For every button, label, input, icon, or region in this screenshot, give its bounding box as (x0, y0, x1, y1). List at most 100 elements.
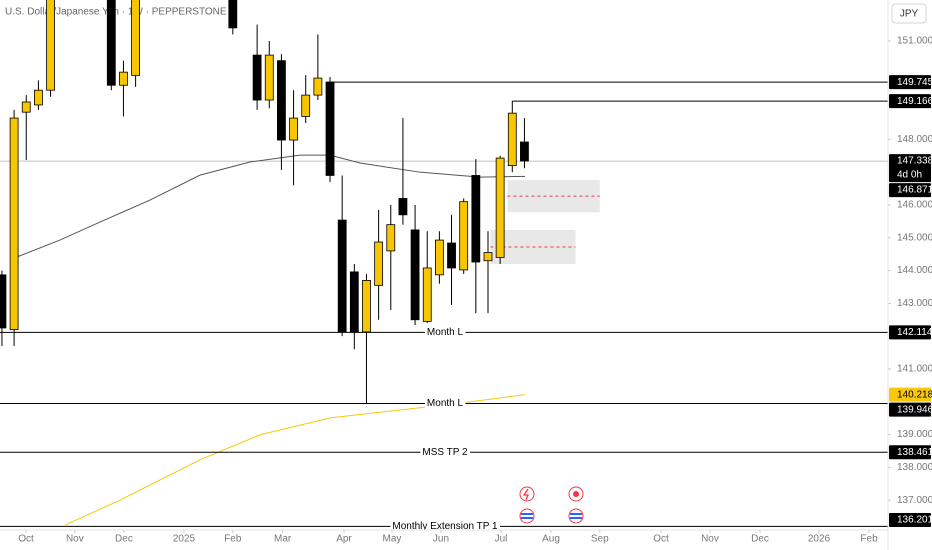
x-tick-label: Nov (701, 534, 719, 545)
price-badge-label: 147.338 (897, 156, 932, 167)
y-tick-label: 143.000 (897, 298, 932, 309)
x-tick-label: Sep (591, 534, 609, 545)
candle-body (46, 0, 55, 91)
price-badge (889, 183, 931, 198)
candle-body (410, 229, 420, 321)
price-badge-label: 136.201 (897, 515, 932, 526)
candle-body (131, 0, 141, 76)
price-badge-label: 149.166 (897, 96, 932, 107)
currency-button[interactable] (891, 3, 927, 24)
x-tick-label: Jun (433, 534, 449, 545)
candle-body (507, 112, 517, 167)
zone (507, 180, 600, 213)
level-text-bg (420, 446, 471, 458)
price-badge (889, 402, 931, 417)
event-icon-glyph (573, 491, 579, 497)
candle-body (337, 219, 347, 333)
x-tick-label: 2026 (808, 534, 831, 545)
candle-body (422, 267, 432, 322)
price-badge-label: 149.745 (897, 77, 932, 88)
candle-body (252, 54, 262, 101)
x-tick-label: May (383, 534, 402, 545)
x-tick-label: Aug (542, 534, 560, 545)
price-badge (889, 445, 931, 460)
price-badge-countdown: 4d 0h (897, 170, 922, 181)
candle-body (483, 252, 493, 262)
x-tick-label: Jul (495, 534, 508, 545)
x-tick-label: Mar (274, 534, 292, 545)
y-tick-label: 144.000 (897, 265, 932, 276)
candle-body (106, 0, 116, 86)
price-badge (889, 75, 931, 90)
candle-body (277, 60, 286, 141)
y-tick-label: 148.000 (897, 134, 932, 145)
event-icon-glyph (522, 488, 529, 501)
moving-average (13, 154, 526, 259)
candle-body (313, 77, 323, 96)
x-tick-label: Oct (18, 534, 34, 545)
chart-title: U.S. Dollar/Japanese Yen · 1W · PEPPERST… (5, 7, 227, 18)
y-tick-label: 145.000 (897, 232, 932, 243)
candle-body (119, 71, 128, 86)
candle-body (21, 101, 31, 113)
plot-area: Month L Month L MSS TP 2 Monthly Extension … (0, 0, 888, 532)
level-text: Month L (427, 398, 464, 409)
candle-body (325, 81, 335, 176)
candle-body (398, 198, 408, 216)
candle-body (495, 157, 505, 258)
level-text-bg (390, 521, 501, 530)
y-tick-label: 138.000 (897, 462, 932, 473)
candle-body (228, 0, 238, 29)
price-badge-label: 142.114 (897, 327, 932, 338)
candle-body (434, 239, 444, 276)
candle-body (386, 224, 396, 252)
price-badge (889, 325, 931, 340)
level-text: Month L (427, 327, 464, 338)
price-badge (889, 154, 931, 183)
candle-body (520, 141, 529, 162)
currency-label[interactable]: JPY (900, 9, 919, 20)
candle-body (471, 175, 481, 263)
candle-body (301, 94, 311, 117)
x-tick-label: Apr (336, 534, 352, 545)
candle-body (459, 201, 469, 271)
candle-body (9, 117, 19, 331)
candle-body (289, 117, 298, 141)
event-icon-glyph (521, 513, 533, 519)
candle-body (33, 89, 43, 106)
price-badge (889, 513, 931, 527)
x-tick-label: Dec (115, 534, 133, 545)
x-tick-label: Feb (860, 534, 878, 545)
x-tick-label: 2025 (173, 534, 196, 545)
candle-body (0, 274, 7, 329)
price-badge-label: 146.871 (897, 185, 932, 196)
candle-body (264, 54, 274, 101)
price-badge (889, 94, 931, 109)
y-tick-label: 141.000 (897, 364, 932, 375)
x-tick-label: Oct (653, 534, 669, 545)
candle-body (374, 241, 384, 286)
x-tick-label: Feb (224, 534, 242, 545)
candle-body (349, 271, 359, 333)
event-icon[interactable] (519, 486, 535, 502)
event-icon[interactable] (519, 508, 535, 524)
price-badge (889, 387, 931, 402)
event-icons (519, 486, 584, 524)
event-icon-glyph (570, 513, 582, 519)
event-icon[interactable] (568, 508, 584, 524)
candle-body (447, 242, 456, 269)
price-badge-label: 140.218 (897, 389, 932, 400)
x-tick-label: Dec (751, 534, 769, 545)
y-tick-label: 139.000 (897, 429, 932, 440)
y-tick-label: 151.000 (897, 36, 932, 47)
level-text: Monthly Extension TP 1 (392, 521, 498, 532)
level-text-bg (424, 398, 466, 410)
x-tick-label: Nov (66, 534, 84, 545)
level-text: MSS TP 2 (422, 447, 468, 458)
price-badge-label: 138.461 (897, 447, 932, 458)
price-badge-label: 139.946 (897, 404, 932, 415)
level-text-bg (424, 327, 466, 339)
y-tick-label: 146.000 (897, 200, 932, 211)
